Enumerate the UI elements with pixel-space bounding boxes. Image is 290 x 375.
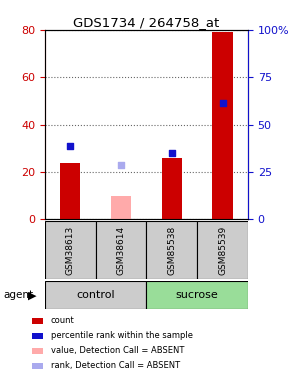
Point <box>169 150 174 156</box>
Point <box>220 100 225 106</box>
Bar <box>60 163 81 219</box>
Bar <box>146 221 197 279</box>
Bar <box>212 32 233 219</box>
Text: value, Detection Call = ABSENT: value, Detection Call = ABSENT <box>51 346 184 355</box>
Text: GSM38613: GSM38613 <box>66 226 75 275</box>
Text: GSM85539: GSM85539 <box>218 226 227 275</box>
Text: rank, Detection Call = ABSENT: rank, Detection Call = ABSENT <box>51 361 180 370</box>
Bar <box>197 221 248 279</box>
Text: control: control <box>76 290 115 300</box>
Bar <box>96 221 146 279</box>
Bar <box>162 158 182 219</box>
Bar <box>146 281 248 309</box>
Bar <box>32 363 43 369</box>
Text: GSM85538: GSM85538 <box>167 226 176 275</box>
Text: sucrose: sucrose <box>176 290 219 300</box>
Text: count: count <box>51 316 75 325</box>
Text: ▶: ▶ <box>28 290 36 300</box>
Point <box>68 143 72 149</box>
Bar <box>32 333 43 339</box>
Point <box>119 162 124 168</box>
Bar <box>111 196 131 219</box>
Title: GDS1734 / 264758_at: GDS1734 / 264758_at <box>73 16 220 29</box>
Bar <box>32 348 43 354</box>
Text: percentile rank within the sample: percentile rank within the sample <box>51 331 193 340</box>
Text: agent: agent <box>3 290 33 300</box>
Bar <box>32 318 43 324</box>
Bar <box>45 281 146 309</box>
Text: GSM38614: GSM38614 <box>117 226 126 275</box>
Bar <box>45 221 96 279</box>
